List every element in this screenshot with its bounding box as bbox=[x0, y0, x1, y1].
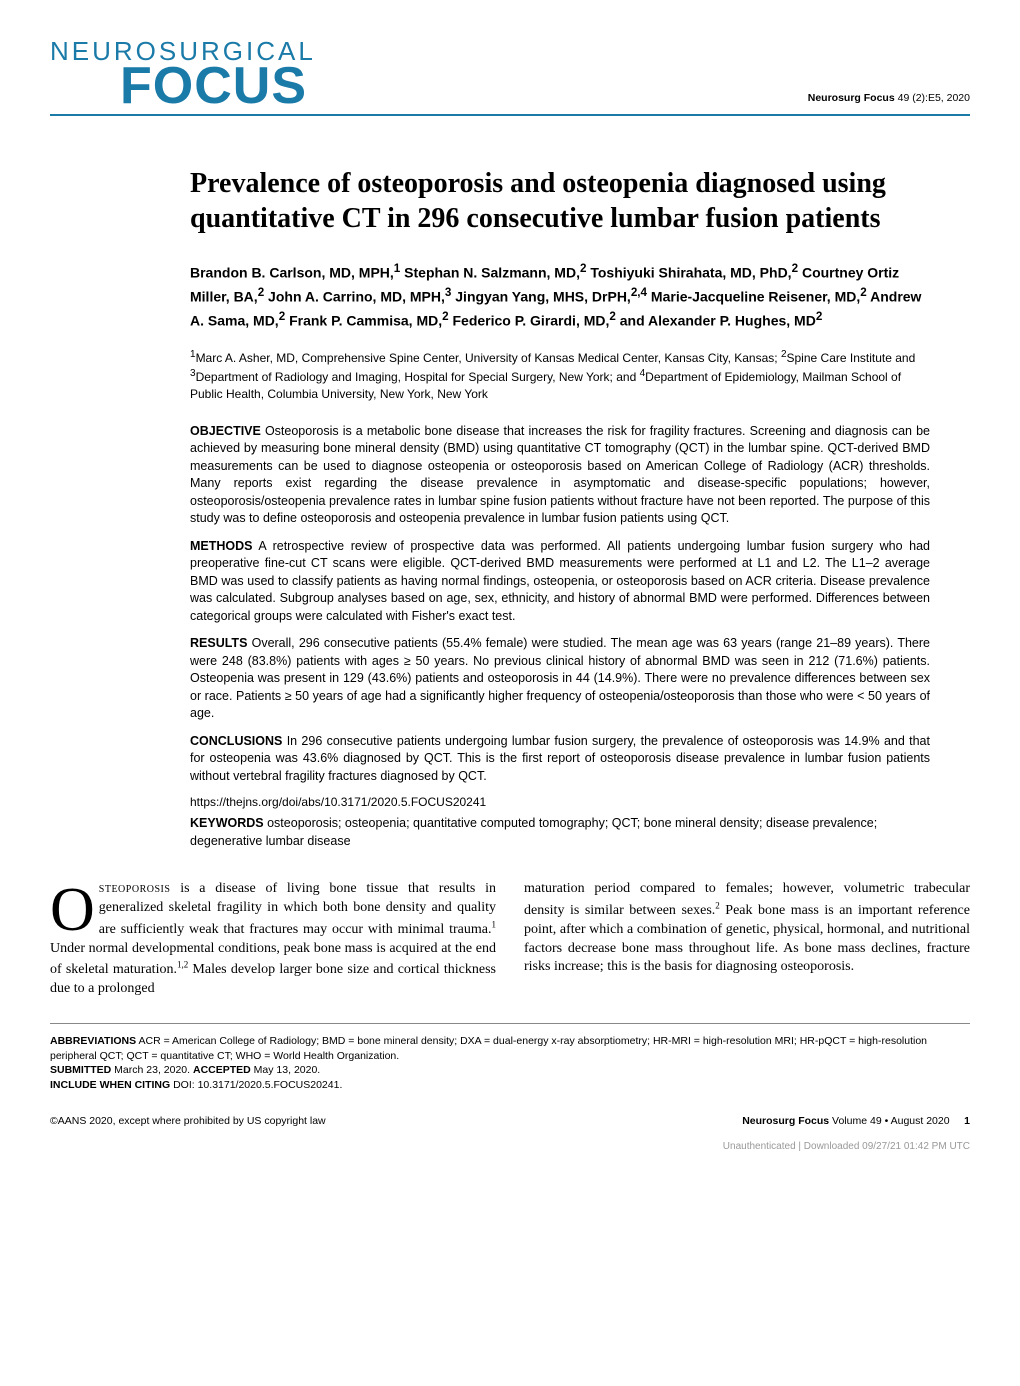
body-column-left: Osteoporosis is a disease of living bone… bbox=[50, 880, 496, 999]
keywords-text: osteoporosis; osteopenia; quantitative c… bbox=[190, 816, 877, 848]
citation-ref: 49 (2):E5, 2020 bbox=[895, 92, 970, 104]
results-label: RESULTS bbox=[190, 636, 247, 650]
affiliations: 1Marc A. Asher, MD, Comprehensive Spine … bbox=[190, 348, 930, 402]
body-paragraph: Osteoporosis is a disease of living bone… bbox=[50, 880, 970, 999]
dates-line: SUBMITTED March 23, 2020. ACCEPTED May 1… bbox=[50, 1063, 970, 1078]
objective-text: Osteoporosis is a metabolic bone disease… bbox=[190, 424, 930, 526]
journal-issue-name: Neurosurg Focus bbox=[742, 1115, 829, 1127]
abstract-objective: OBJECTIVE Osteoporosis is a metabolic bo… bbox=[190, 423, 930, 528]
logo-line-2: FOCUS bbox=[120, 63, 316, 110]
article-title: Prevalence of osteoporosis and osteopeni… bbox=[190, 166, 930, 236]
body-column-right: maturation period compared to females; h… bbox=[524, 880, 970, 999]
results-text: Overall, 296 consecutive patients (55.4%… bbox=[190, 636, 930, 720]
journal-logo: NEUROSURGICAL FOCUS bbox=[50, 40, 316, 110]
abstract-methods: METHODS A retrospective review of prospe… bbox=[190, 538, 930, 626]
issue-page: Neurosurg Focus Volume 49 • August 2020 … bbox=[742, 1115, 970, 1127]
copyright-row: ©AANS 2020, except where prohibited by U… bbox=[50, 1115, 970, 1127]
page-number: 1 bbox=[964, 1115, 970, 1127]
accepted-label: ACCEPTED bbox=[193, 1064, 251, 1076]
citing-line: INCLUDE WHEN CITING DOI: 10.3171/2020.5.… bbox=[50, 1078, 970, 1093]
abstract-conclusions: CONCLUSIONS In 296 consecutive patients … bbox=[190, 733, 930, 786]
methods-label: METHODS bbox=[190, 539, 253, 553]
author-list: Brandon B. Carlson, MD, MPH,1 Stephan N.… bbox=[190, 260, 930, 332]
volume-text: Volume 49 • August 2020 bbox=[832, 1115, 950, 1127]
header-citation: Neurosurg Focus 49 (2):E5, 2020 bbox=[808, 92, 970, 110]
keywords-block: KEYWORDS osteoporosis; osteopenia; quant… bbox=[190, 815, 930, 850]
page-header: NEUROSURGICAL FOCUS Neurosurg Focus 49 (… bbox=[50, 40, 970, 116]
methods-text: A retrospective review of prospective da… bbox=[190, 539, 930, 623]
abbrev-text: ACR = American College of Radiology; BMD… bbox=[50, 1035, 927, 1062]
copyright-text: ©AANS 2020, except where prohibited by U… bbox=[50, 1115, 326, 1127]
dropcap: O bbox=[50, 880, 99, 937]
body-col1-text: steoporosis is a disease of living bone … bbox=[50, 881, 496, 996]
submitted-text: March 23, 2020. bbox=[114, 1064, 190, 1076]
body-col2-text: maturation period compared to females; h… bbox=[524, 881, 970, 974]
citing-label: INCLUDE WHEN CITING bbox=[50, 1079, 170, 1091]
conclusions-label: CONCLUSIONS bbox=[190, 734, 282, 748]
objective-label: OBJECTIVE bbox=[190, 424, 261, 438]
keywords-label: KEYWORDS bbox=[190, 816, 264, 830]
submitted-label: SUBMITTED bbox=[50, 1064, 111, 1076]
doi-url[interactable]: https://thejns.org/doi/abs/10.3171/2020.… bbox=[190, 795, 930, 809]
abstract-results: RESULTS Overall, 296 consecutive patient… bbox=[190, 635, 930, 723]
article-content: Prevalence of osteoporosis and osteopeni… bbox=[190, 166, 930, 999]
citation-journal: Neurosurg Focus bbox=[808, 92, 895, 104]
footer-metadata: ABBREVIATIONS ACR = American College of … bbox=[50, 1023, 970, 1093]
conclusions-text: In 296 consecutive patients undergoing l… bbox=[190, 734, 930, 783]
accepted-text: May 13, 2020. bbox=[254, 1064, 321, 1076]
download-watermark: Unauthenticated | Downloaded 09/27/21 01… bbox=[50, 1141, 970, 1152]
citing-text: DOI: 10.3171/2020.5.FOCUS20241. bbox=[173, 1079, 342, 1091]
abbreviations-line: ABBREVIATIONS ACR = American College of … bbox=[50, 1034, 970, 1063]
abbrev-label: ABBREVIATIONS bbox=[50, 1035, 136, 1047]
